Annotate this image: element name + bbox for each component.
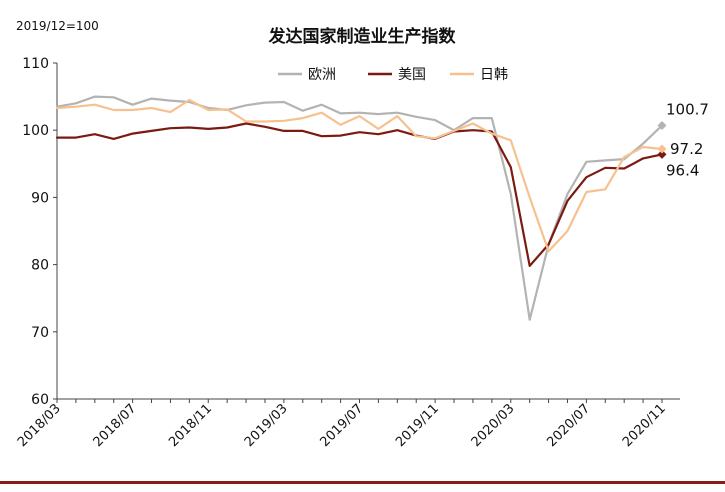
chart-title: 发达国家制造业生产指数 [268,26,457,47]
series-end-marker-欧洲 [657,120,667,130]
series-line-日韩 [55,98,664,253]
end-label-日韩: 97.2 [670,140,703,158]
y-tick-label: 60 [31,392,49,408]
legend-label-欧洲: 欧洲 [308,67,336,83]
series-end-marker-日韩 [657,144,667,154]
y-tick-label: 70 [31,325,49,341]
y-tick-label: 80 [31,258,49,274]
x-tick-label: 2019/07 [318,401,367,450]
x-tick-label: 2020/07 [544,401,593,450]
x-tick-label: 2018/07 [91,401,140,450]
end-label-欧洲: 100.7 [666,100,709,118]
end-labels: 100.7 96.4 97.2 [666,100,709,179]
legend-label-美国: 美国 [398,67,426,83]
y-tick-label: 100 [22,123,49,139]
x-tick-label: 2018/11 [166,401,215,450]
y-tick-label: 110 [22,56,49,72]
x-tick-label: 2020/11 [620,401,669,450]
x-tick-label: 2019/03 [242,401,291,450]
bottom-rule [0,481,725,484]
x-tick-label: 2019/11 [393,401,442,450]
chart-note: 2019/12=100 [16,19,99,33]
x-tick-label: 2020/03 [469,401,518,450]
axes: 60 70 80 90 100 110 2018/03 2018/07 2018/11 2019/… [15,56,680,450]
x-tick-label: 2018/03 [15,401,64,450]
end-label-美国: 96.4 [666,161,699,179]
series-line-美国 [55,122,664,267]
series-line-欧洲 [55,95,664,321]
legend-label-日韩: 日韩 [480,67,508,83]
series-end-marker-美国 [657,149,667,159]
series-layer [55,95,667,321]
y-tick-label: 90 [31,190,49,206]
legend: 欧洲 美国 日韩 [278,67,508,83]
